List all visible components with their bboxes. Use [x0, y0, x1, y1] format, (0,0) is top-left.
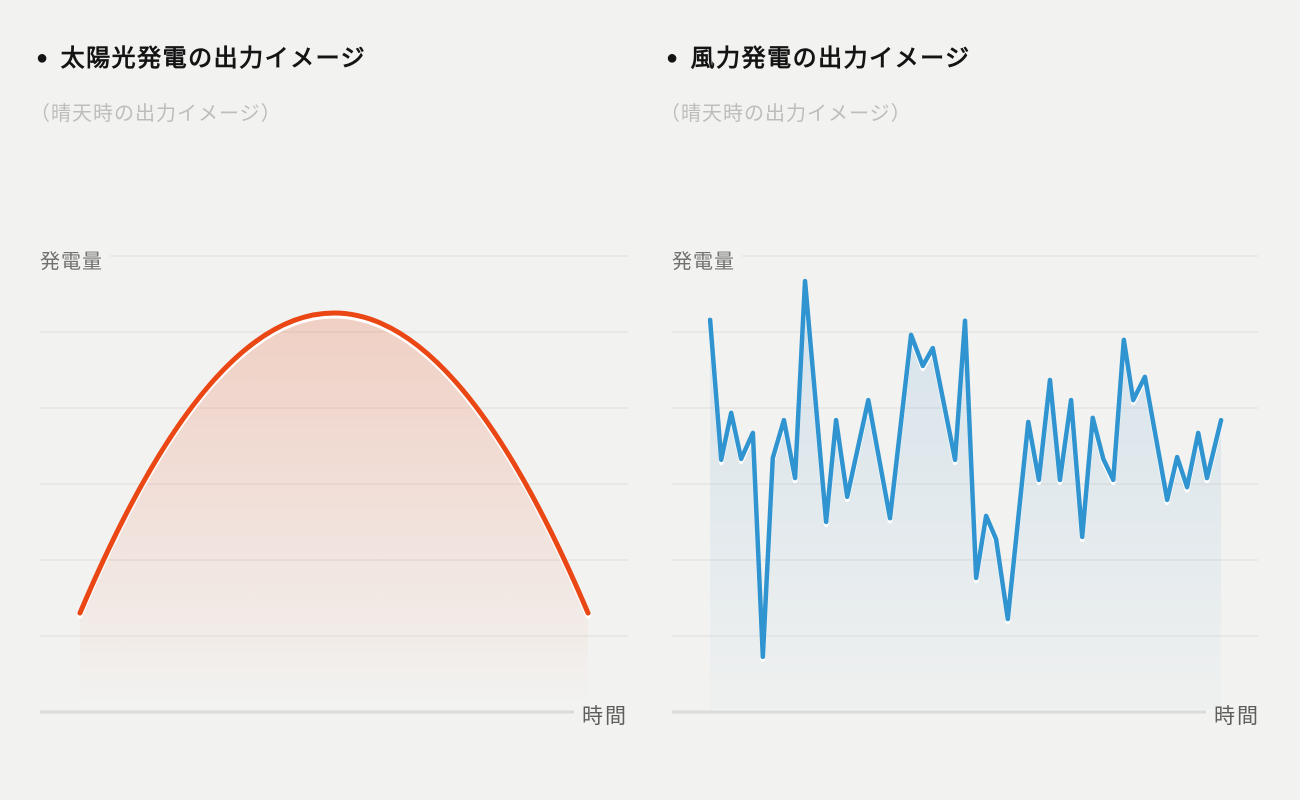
wind-chart [672, 255, 1258, 714]
wind-x-axis-label: 時間 [1214, 705, 1260, 728]
wind-panel-subtitle: （晴天時の出力イメージ） [660, 103, 912, 125]
solar-title-text: 太陽光発電の出力イメージ [60, 45, 367, 72]
wind-panel-title: ● 風力発電の出力イメージ [666, 38, 971, 73]
wind-y-axis-label: 発電量 [672, 251, 735, 273]
solar-panel-subtitle: （晴天時の出力イメージ） [30, 103, 282, 125]
solar-x-axis-label: 時間 [582, 705, 628, 728]
solar-output-line [77, 310, 591, 616]
bullet-icon: ● [36, 47, 50, 69]
bullet-icon: ● [666, 47, 680, 69]
solar-output-area-fill [79, 313, 589, 709]
wind-output-line [707, 278, 1224, 660]
wind-title-text: 風力発電の出力イメージ [690, 45, 971, 72]
wind-panel: ● 風力発電の出力イメージ （晴天時の出力イメージ） 発電量 時間 [650, 0, 1300, 800]
solar-panel: ● 太陽光発電の出力イメージ （晴天時の出力イメージ） 発電量 時間 [30, 38, 628, 728]
solar-y-axis-label: 発電量 [40, 251, 103, 273]
wind-output-area-fill [710, 281, 1222, 709]
solar-chart [40, 255, 628, 714]
solar-panel-title: ● 太陽光発電の出力イメージ [36, 38, 366, 73]
